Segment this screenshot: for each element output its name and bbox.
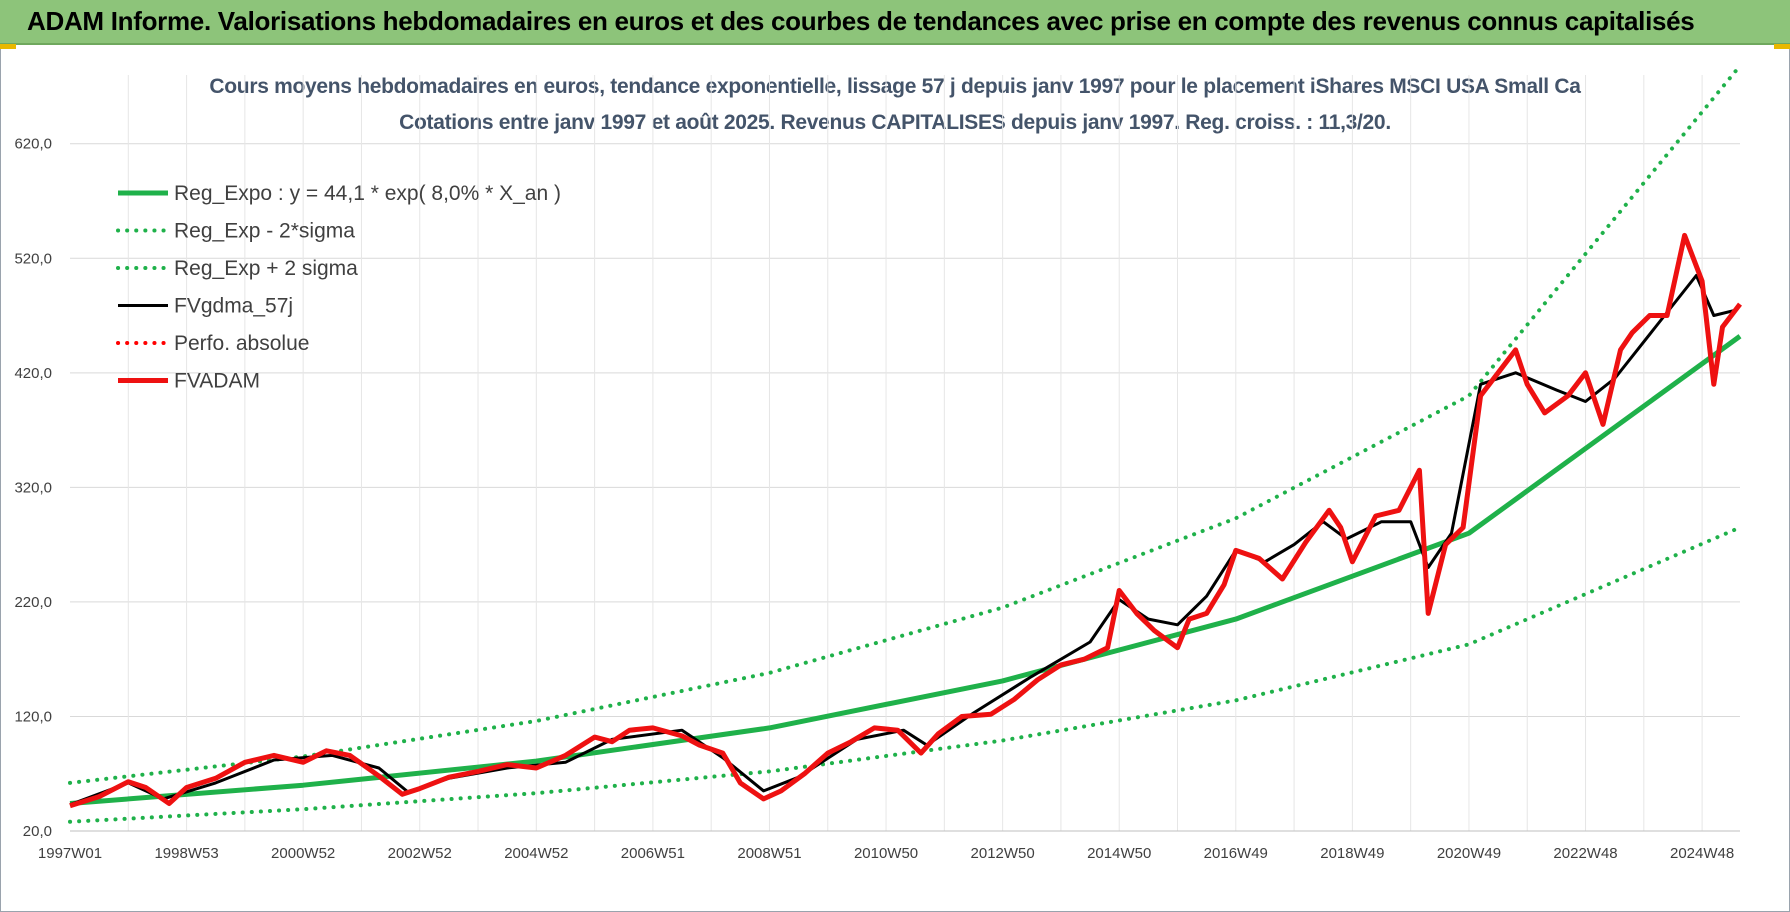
legend: Reg_Expo : y = 44,1 * exp( 8,0% * X_an )… [116, 182, 561, 393]
y-tick-label: 420,0 [14, 365, 52, 382]
y-tick-label: 320,0 [14, 479, 52, 496]
legend-label-0: Reg_Expo : y = 44,1 * exp( 8,0% * X_an ) [174, 182, 561, 205]
series-line-5 [69, 232, 1742, 809]
x-tick-label: 2008W51 [737, 845, 801, 862]
x-tick-label: 2000W52 [271, 845, 335, 862]
chart-title: Cours moyens hebdomadaires en euros, ten… [209, 75, 1581, 98]
x-tick-label: 2010W50 [854, 845, 918, 862]
series-line-3 [69, 274, 1738, 807]
x-tick-label: 2002W52 [388, 845, 452, 862]
x-tick-label: 2006W51 [621, 845, 685, 862]
report-title: ADAM Informe. Valorisations hebdomadaire… [27, 6, 1695, 36]
y-tick-label: 120,0 [14, 708, 52, 725]
grid-lines [70, 75, 1740, 832]
x-axis-ticks: 1997W01 1998W53 2000W52 2002W52 2004W52 2006W… [38, 845, 1734, 862]
corner-marker-right [1774, 44, 1790, 49]
legend-label-3: FVgdma_57j [174, 295, 293, 318]
legend-label-5: FVADAM [174, 370, 260, 393]
y-tick-label: 20,0 [23, 823, 52, 840]
x-tick-label: 2020W49 [1437, 845, 1501, 862]
legend-label-1: Reg_Exp - 2*sigma [174, 220, 355, 243]
series-lines [68, 63, 1742, 824]
y-tick-label: 220,0 [14, 594, 52, 611]
legend-label-2: Reg_Exp + 2 sigma [174, 257, 358, 280]
y-tick-label: 620,0 [14, 136, 52, 153]
x-tick-label: 2016W49 [1204, 845, 1268, 862]
y-tick-label: 520,0 [14, 250, 52, 267]
x-tick-label: 2024W48 [1670, 845, 1734, 862]
x-tick-label: 2004W52 [504, 845, 568, 862]
chart-subtitle: Cotations entre janv 1997 et août 2025. … [399, 111, 1391, 134]
x-tick-label: 2012W50 [971, 845, 1035, 862]
x-tick-label: 2018W49 [1320, 845, 1384, 862]
x-tick-label: 1998W53 [154, 845, 218, 862]
report-header: ADAM Informe. Valorisations hebdomadaire… [0, 0, 1790, 45]
series-line-2 [68, 63, 1742, 785]
corner-marker-left [0, 44, 16, 49]
legend-label-4: Perfo. absolue [174, 332, 309, 355]
x-tick-label: 1997W01 [38, 845, 102, 862]
series-line-0 [69, 334, 1742, 806]
y-axis-ticks: 20,0 120,0 220,0 320,0 420,0 520,0 620,0 [14, 136, 52, 840]
series-line-1 [68, 525, 1742, 824]
x-tick-label: 2022W48 [1553, 845, 1617, 862]
x-tick-label: 2014W50 [1087, 845, 1151, 862]
